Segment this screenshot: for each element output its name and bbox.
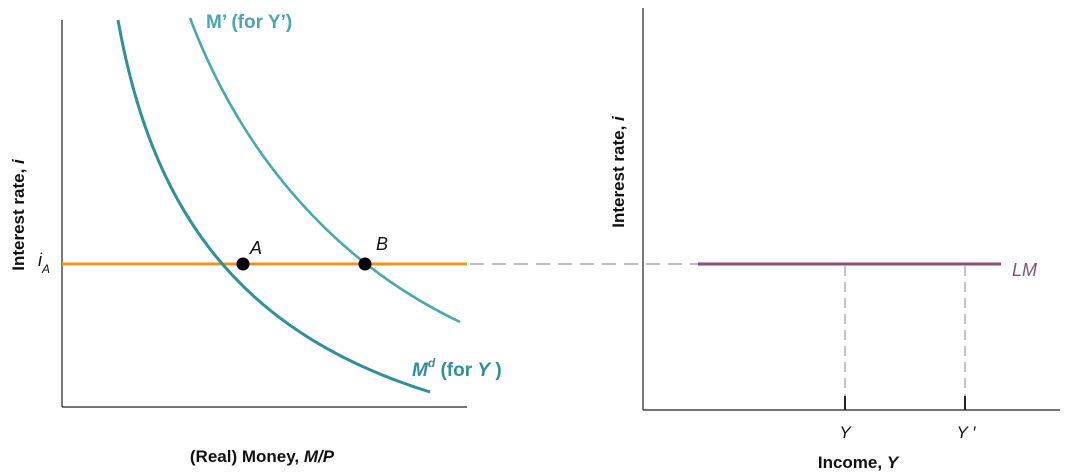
right-panel: LM Y Y ′ Interest rate, i Income, Y (609, 8, 1060, 472)
curve-md-label: Md (for Y ) (412, 356, 502, 381)
rate-ia-label: iA (38, 250, 50, 276)
point-a-dot (236, 257, 250, 271)
point-a-label: A (249, 238, 262, 258)
left-x-axis-label: (Real) Money, M/P (190, 447, 335, 466)
left-y-axis-label: Interest rate, i (9, 158, 28, 271)
right-x-axis-label: Income, Y (818, 453, 900, 472)
tick-y-label: Y (839, 423, 852, 442)
right-y-axis-var: i (609, 115, 628, 121)
curve-md-close: ) (490, 360, 502, 381)
curve-md-rest: (for (435, 360, 477, 381)
point-b-label: B (376, 234, 388, 254)
curve-mprime-label: M’ (for Y’) (206, 12, 292, 33)
right-y-axis-text: Interest rate, (609, 121, 628, 228)
right-x-axis-text: Income, (818, 453, 887, 472)
curve-md-main: M (412, 360, 429, 381)
rate-ia-sub: A (41, 262, 50, 276)
left-x-axis-var: M/P (304, 447, 335, 466)
curve-mprime (188, 17, 461, 324)
point-b-dot (358, 257, 372, 271)
curve-md-sup: d (428, 356, 436, 370)
curve-md-var: Y (477, 360, 492, 381)
rate-ia-main: i (38, 250, 43, 270)
right-y-axis-label: Interest rate, i (609, 115, 628, 228)
right-x-axis-var: Y (887, 453, 900, 472)
left-y-axis-var: i (9, 158, 28, 164)
left-panel: A B iA M’ (for Y’) Md (for Y ) Interest … (9, 12, 502, 466)
lm-label: LM (1012, 260, 1037, 280)
left-x-axis-text: (Real) Money, (190, 447, 304, 466)
left-y-axis-text: Interest rate, (9, 164, 28, 271)
curve-md (116, 19, 431, 394)
tick-yprime-label: Y ′ (957, 423, 977, 442)
